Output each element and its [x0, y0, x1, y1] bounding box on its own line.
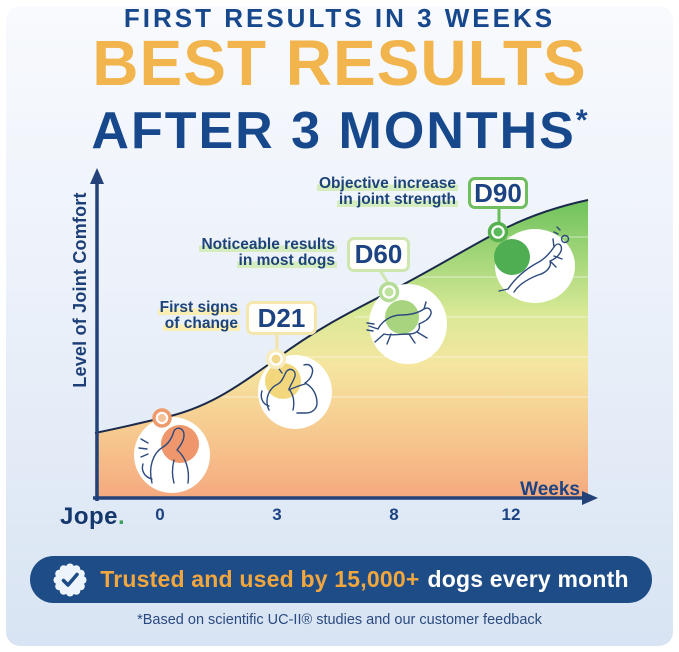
banner-highlight-text: Trusted and used by 15,000+ [100, 566, 420, 592]
dog-running-icon [366, 301, 432, 345]
badge-stems [275, 207, 501, 352]
dog-week3-vignette [258, 355, 332, 429]
callout-d21-text: First signs of change [110, 299, 240, 332]
headline-asterisk: * [575, 104, 588, 137]
callout-d21-line1: First signs [157, 299, 240, 316]
jope-logo-text: Jope [60, 503, 119, 530]
callout-d21-line2: of change [162, 315, 240, 332]
callout-d60-text: Noticeable results in most dogs [187, 236, 337, 269]
badge-d90: D90 [468, 177, 528, 209]
callout-d90-text: Objective increase in joint strength [300, 175, 458, 208]
callout-d90-line2: in joint strength [336, 191, 458, 208]
dog-week0-blob [161, 425, 199, 463]
verified-badge-icon [53, 563, 87, 596]
dog-week12-blob [494, 239, 530, 275]
dog-week12-vignette [494, 226, 575, 303]
x-tick-3: 3 [272, 505, 282, 524]
badge-d60: D60 [347, 237, 410, 272]
x-tick-0: 0 [155, 505, 165, 524]
callout-d90-line1: Objective increase [317, 175, 458, 192]
headline-line3: AFTER 3 MONTHS* [0, 97, 679, 157]
trust-banner: Trusted and used by 15,000+ dogs every m… [30, 556, 652, 603]
x-tick-8: 8 [389, 505, 399, 524]
dog-leaping-ball-icon [498, 226, 570, 293]
x-axis-label: Weeks [520, 479, 580, 500]
joint-comfort-chart [90, 168, 598, 505]
dog-week8-vignette [366, 284, 447, 364]
curve-markers [152, 221, 509, 428]
callout-d60-line1: Noticeable results [199, 236, 337, 253]
badge-d21: D21 [246, 301, 317, 335]
x-tick-12: 12 [501, 505, 521, 524]
footnote: *Based on scientific UC-II® studies and … [137, 612, 542, 628]
dog-week8-blob [385, 300, 419, 334]
dog-sitting-pain-icon [138, 427, 190, 484]
headline-line3-text: AFTER 3 MONTHS [91, 102, 576, 160]
dog-petted-by-person-icon [260, 363, 318, 414]
callout-d60-line2: in most dogs [236, 252, 337, 269]
headline-line1: FIRST RESULTS IN 3 WEEKS [123, 3, 556, 33]
jope-logo-dot: . [118, 503, 126, 530]
comfort-area-fill [95, 200, 588, 498]
checkmark-icon [61, 572, 80, 587]
y-axis-label: Level of Joint Comfort [70, 192, 90, 388]
axes [90, 168, 598, 505]
dog-week3-blob [265, 363, 301, 399]
headline-line2: BEST RESULTS [92, 27, 587, 99]
jope-logo: Jope. [60, 503, 125, 531]
banner-rest-text: dogs every month [427, 566, 629, 592]
dog-week0-vignette [134, 417, 210, 493]
